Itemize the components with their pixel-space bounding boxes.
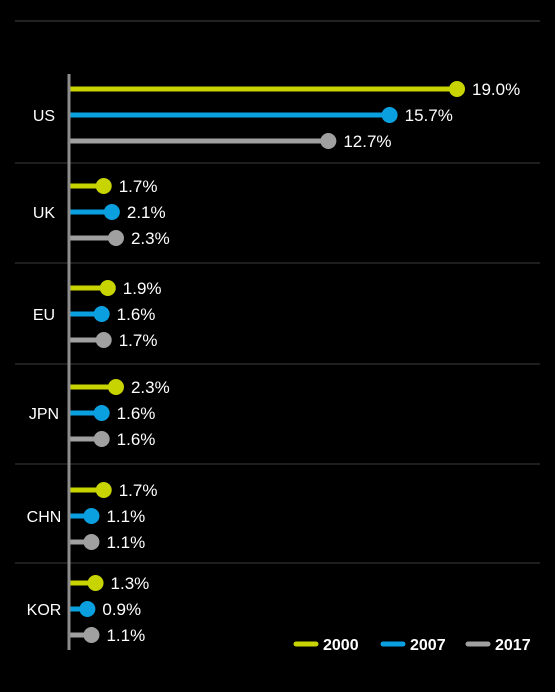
point-jpn-2000 [107, 379, 124, 395]
point-uk-2017 [107, 230, 124, 246]
data-label-eu-2000: 1.9% [123, 279, 162, 298]
data-label-us-2017: 12.7% [343, 132, 391, 151]
data-label-eu-2017: 1.7% [119, 331, 158, 350]
point-kor-2000 [87, 575, 104, 591]
data-label-chn-2000: 1.7% [119, 481, 158, 500]
data-label-jpn-2017: 1.6% [117, 430, 156, 449]
point-us-2000 [449, 81, 465, 97]
legend: 2000 2007 2017 [293, 637, 531, 654]
point-us-2017 [320, 133, 337, 149]
data-label-us-2000: 19.0% [472, 80, 520, 99]
point-kor-2017 [83, 627, 100, 643]
legend-label-2000: 2000 [323, 637, 359, 654]
point-jpn-2017 [93, 431, 110, 447]
category-label-jpn: JPN [29, 406, 59, 423]
data-label-uk-2017: 2.3% [131, 229, 170, 248]
data-label-chn-2017: 1.1% [106, 533, 145, 552]
point-kor-2007 [79, 601, 96, 617]
category-label-us: US [33, 108, 55, 125]
point-jpn-2007 [93, 405, 110, 421]
point-us-2007 [381, 107, 398, 123]
point-chn-2017 [83, 534, 100, 550]
point-chn-2007 [83, 508, 100, 524]
point-eu-2007 [93, 306, 110, 322]
category-label-uk: UK [33, 205, 56, 222]
category-separators [15, 162, 540, 564]
legend-label-2007: 2007 [410, 637, 446, 654]
data-label-kor-2017: 1.1% [106, 626, 145, 645]
data-label-kor-2007: 0.9% [102, 600, 141, 619]
data-label-us-2007: 15.7% [405, 106, 453, 125]
category-label-chn: CHN [27, 509, 62, 526]
point-uk-2000 [95, 178, 112, 194]
data-label-uk-2007: 2.1% [127, 203, 166, 222]
category-label-eu: EU [33, 307, 55, 324]
data-label-kor-2000: 1.3% [111, 574, 150, 593]
category-labels: US UK EU JPN CHN KOR [27, 108, 62, 619]
bars-group: 19.0% 15.7% 12.7% 1.7% 2.1% 2.3% 1.9% 1.6% 1.7% 2… [69, 80, 520, 645]
data-label-uk-2000: 1.7% [119, 177, 158, 196]
data-label-eu-2007: 1.6% [117, 305, 156, 324]
data-label-jpn-2000: 2.3% [131, 378, 170, 397]
point-eu-2017 [95, 332, 112, 348]
point-chn-2000 [95, 482, 112, 498]
point-eu-2000 [99, 280, 116, 296]
data-label-chn-2007: 1.1% [106, 507, 145, 526]
data-label-jpn-2007: 1.6% [117, 404, 156, 423]
point-uk-2007 [103, 204, 120, 220]
legend-label-2017: 2017 [495, 637, 531, 654]
category-label-kor: KOR [27, 602, 62, 619]
